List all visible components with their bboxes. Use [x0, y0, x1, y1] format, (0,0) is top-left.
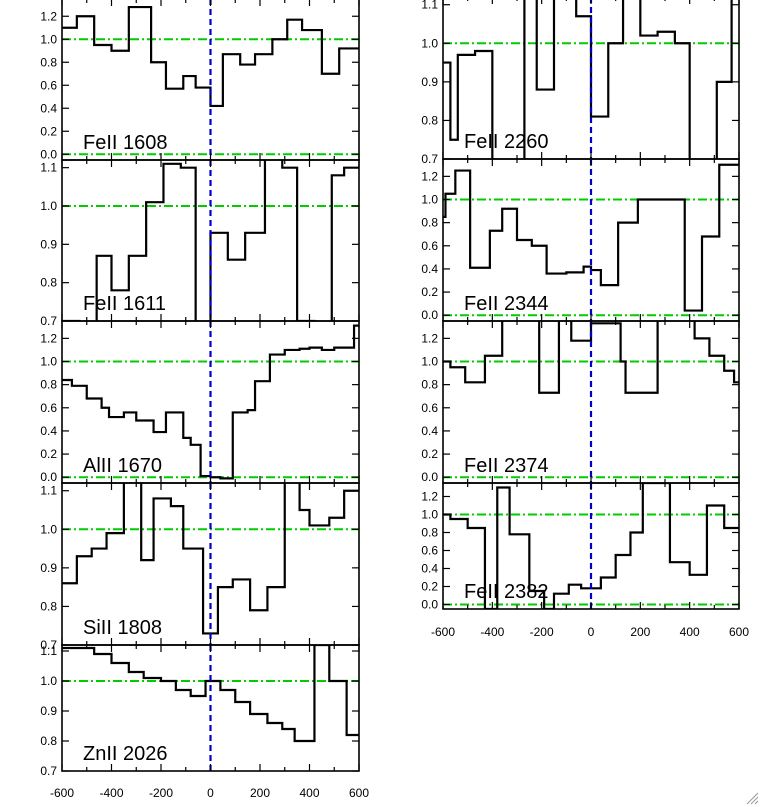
y-tick-label: 1.0	[421, 355, 438, 369]
transition-label: FeII 1608	[83, 132, 168, 154]
y-tick-label: 0.8	[421, 378, 438, 392]
x-tick-label: -400	[99, 786, 123, 800]
panel-znii-2026: 0.7 0.8 0.9 1.0 1.1 ZnII 2026	[40, 644, 360, 778]
y-tick-label: 0.6	[40, 401, 57, 415]
panel-feii-2374: 0.0 0.2 0.4 0.6 0.8 1.0 1.2 FeII 2374	[421, 320, 740, 484]
panel-feii-1608: 0.0 0.2 0.4 0.6 0.8 1.0 1.2 FeII 1608	[40, 0, 360, 161]
y-tick-label: 0.2	[421, 285, 438, 299]
transition-label: FeII 2382	[464, 581, 549, 603]
x-tick-label: 0	[207, 786, 214, 800]
y-tick-label: 1.0	[40, 199, 57, 213]
y-tick-label: 0.7	[40, 764, 57, 778]
y-tick-label: 0.8	[421, 113, 438, 127]
y-tick-label: 1.0	[40, 674, 57, 688]
y-tick-label: 0.8	[421, 526, 438, 540]
y-tick-label: 0.4	[40, 424, 57, 438]
y-tick-label: 0.8	[40, 55, 57, 69]
panel-feii-2260: 0.7 0.8 0.9 1.0 1.1 FeII 2260	[421, 0, 740, 166]
y-tick-label: 1.2	[40, 331, 57, 345]
y-tick-label: 0.8	[40, 599, 57, 613]
x-tick-label: 0	[588, 625, 595, 639]
y-tick-label: 0.0	[421, 470, 438, 484]
y-tick-label: 0.9	[40, 704, 57, 718]
x-tick-label: -600	[50, 786, 74, 800]
x-tick-label: 600	[349, 786, 369, 800]
y-tick-label: 1.0	[421, 36, 438, 50]
transition-label: AlII 1670	[83, 455, 162, 477]
y-tick-label: 0.8	[40, 734, 57, 748]
y-tick-label: 0.2	[421, 580, 438, 594]
y-tick-label: 1.2	[421, 169, 438, 183]
transition-label: FeII 2260	[464, 131, 549, 153]
spectrum-feii-2344	[443, 163, 739, 312]
panel-alii-1670: 0.0 0.2 0.4 0.6 0.8 1.0 1.2 AlII 1670	[40, 320, 360, 484]
y-tick-label: 0.4	[40, 101, 57, 115]
x-tick-label: -200	[149, 786, 173, 800]
spectrum-feii-1608	[62, 5, 359, 108]
transition-label: FeII 2374	[464, 455, 549, 477]
y-tick-label: 0.0	[40, 470, 57, 484]
y-tick-label: 0.4	[421, 262, 438, 276]
y-tick-label: 0.7	[40, 314, 57, 328]
y-tick-label: 0.2	[40, 447, 57, 461]
y-tick-label: 0.2	[40, 124, 57, 138]
spectrum-znii-2026	[62, 645, 359, 743]
y-tick-label: 0.8	[421, 216, 438, 230]
transition-label: FeII 2344	[464, 293, 549, 315]
panel-siii-1808: 0.7 0.8 0.9 1.0 1.1 SiII 1808	[40, 482, 360, 652]
y-tick-label: 0.0	[421, 308, 438, 322]
y-tick-label: 0.9	[421, 75, 438, 89]
x-tick-label: -600	[431, 625, 455, 639]
x-tick-label: 400	[680, 625, 700, 639]
y-tick-label: 0.0	[421, 598, 438, 612]
spectrum-feii-2382	[443, 483, 739, 609]
y-tick-label: 0.8	[40, 276, 57, 290]
x-tick-label: -400	[480, 625, 504, 639]
x-tick-label: 600	[729, 625, 749, 639]
spectrum-feii-1611	[62, 160, 359, 321]
y-tick-label: 0.6	[421, 401, 438, 415]
x-tick-label: 200	[250, 786, 270, 800]
y-tick-label: 1.1	[421, 0, 438, 12]
y-tick-label: 0.9	[40, 561, 57, 575]
transition-label: FeII 1611	[83, 293, 166, 315]
y-tick-label: 0.6	[421, 544, 438, 558]
y-tick-label: 1.0	[40, 355, 57, 369]
y-tick-label: 1.0	[421, 193, 438, 207]
y-tick-label: 1.2	[421, 331, 438, 345]
y-tick-label: 1.0	[40, 522, 57, 536]
transition-label: SiII 1808	[83, 617, 162, 639]
y-tick-label: 1.1	[40, 161, 57, 175]
resize-grip-icon[interactable]	[745, 791, 759, 805]
panel-feii-2344: 0.0 0.2 0.4 0.6 0.8 1.0 1.2 FeII 2344	[421, 158, 740, 322]
panel-feii-1611: 0.7 0.8 0.9 1.0 1.1 FeII 1611	[40, 159, 360, 328]
y-tick-label: 0.4	[421, 424, 438, 438]
y-tick-label: 1.0	[40, 32, 57, 46]
transition-label: ZnII 2026	[83, 743, 168, 765]
y-tick-label: 0.6	[421, 239, 438, 253]
y-tick-label: 0.4	[421, 562, 438, 576]
y-tick-label: 0.8	[40, 378, 57, 392]
spectrum-feii-2260	[443, 0, 733, 159]
y-tick-label: 1.2	[40, 9, 57, 23]
y-tick-label: 0.6	[40, 78, 57, 92]
x-tick-label: 400	[299, 786, 319, 800]
x-tick-label: 200	[630, 625, 650, 639]
y-tick-label: 0.9	[40, 237, 57, 251]
x-tick-label: -200	[530, 625, 554, 639]
panel-feii-2382: 0.0 0.2 0.4 0.6 0.8 1.0 1.2 FeII 2382	[421, 482, 740, 612]
y-tick-label: 1.1	[40, 484, 57, 498]
y-tick-label: 0.0	[40, 147, 57, 161]
y-tick-label: 0.2	[421, 447, 438, 461]
y-tick-label: 0.7	[421, 152, 438, 166]
y-tick-label: 1.1	[40, 644, 57, 658]
y-tick-label: 1.0	[421, 508, 438, 522]
y-tick-label: 1.2	[421, 490, 438, 504]
y-tick-label: 0.7	[40, 638, 57, 652]
